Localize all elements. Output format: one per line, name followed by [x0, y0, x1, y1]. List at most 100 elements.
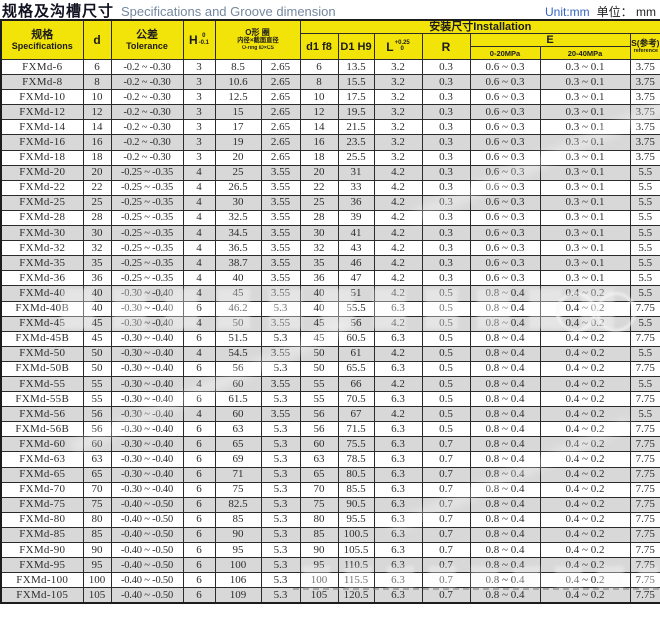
cell-e-20-40mpa: 0.3 ~ 0.1: [539, 179, 631, 196]
cell-tolerance: -0.30 ~ -0.40: [110, 300, 184, 317]
cell-s-ref: 7.75: [629, 436, 660, 453]
cell-oring-cs: 5.3: [260, 481, 301, 498]
cell-d: 95: [82, 557, 112, 574]
cell-R: 0.3: [421, 119, 471, 136]
table-row: FXMd-35 35 -0.25 ~ -0.35 4 38.7 3.55 35 46 4.2 0.…: [0, 255, 660, 272]
table-row: FXMd-75 75 -0.40 ~ -0.50 6 82.5 5.3 75 90.5 6.3 0…: [0, 496, 660, 513]
cell-d1-f8: 60: [299, 436, 339, 453]
table-row: FXMd-8 8 -0.2 ~ -0.30 3 10.6 2.65 8 15.5 3.2 0.3 0…: [0, 74, 660, 91]
cell-oring-id: 32.5: [214, 209, 262, 227]
cell-s-ref: 7.75: [629, 466, 660, 483]
cell-tolerance: -0.25 ~ -0.35: [110, 194, 184, 211]
cell-oring-id: 95: [214, 541, 262, 559]
cell-d1-f8: 36: [299, 270, 339, 287]
cell-oring-id: 54.5: [214, 345, 262, 362]
cell-oring-cs: 5.3: [260, 557, 301, 574]
cell-L: 4.2: [373, 255, 423, 272]
cell-R: 0.7: [421, 572, 471, 589]
cell-tolerance: -0.2 ~ -0.30: [110, 89, 184, 106]
cell-L: 3.2: [373, 134, 423, 151]
cell-tolerance: -0.40 ~ -0.50: [110, 541, 184, 559]
cell-R: 0.7: [421, 526, 471, 544]
cell-L: 4.2: [373, 345, 423, 362]
cell-e-0-20mpa: 0.6 ~ 0.3: [469, 194, 541, 211]
cell-spec: FXMd-35: [0, 255, 84, 272]
cell-R: 0.3: [421, 58, 471, 76]
cell-e-20-40mpa: 0.4 ~ 0.2: [539, 526, 631, 544]
cell-R: 0.7: [421, 511, 471, 528]
cell-s-ref: 5.5: [629, 164, 660, 181]
cell-oring-cs: 2.65: [260, 58, 301, 76]
cell-oring-cs: 3.55: [260, 375, 301, 393]
cell-e-20-40mpa: 0.4 ~ 0.2: [539, 496, 631, 513]
cell-h: 4: [182, 345, 216, 362]
cell-oring-cs: 5.3: [260, 436, 301, 453]
cell-h: 3: [182, 104, 216, 121]
cell-L: 6.3: [373, 572, 423, 589]
cell-oring-id: 30: [214, 194, 262, 211]
cell-oring-cs: 5.3: [260, 541, 301, 559]
cell-tolerance: -0.30 ~ -0.40: [110, 436, 184, 453]
cell-e-20-40mpa: 0.3 ~ 0.1: [539, 240, 631, 257]
cell-d1-f8: 100: [299, 572, 339, 589]
cell-d1-f8: 55: [299, 391, 339, 408]
cell-spec: FXMd-90: [0, 541, 84, 559]
cell-s-ref: 5.5: [629, 194, 660, 211]
table-row: FXMd-55 55 -0.30 ~ -0.40 4 60 3.55 55 66 4.2 0.5 0…: [0, 375, 660, 393]
table-row: FXMd-105 105 -0.40 ~ -0.50 6 109 5.3 105 120.5 6…: [0, 587, 660, 604]
cell-D1-H9: 105.5: [337, 541, 375, 559]
cell-e-20-40mpa: 0.4 ~ 0.2: [539, 360, 631, 377]
cell-e-20-40mpa: 0.4 ~ 0.2: [539, 541, 631, 559]
col-header-spec-en: Specifications: [11, 41, 73, 51]
cell-D1-H9: 31: [337, 164, 375, 181]
cell-e-0-20mpa: 0.6 ~ 0.3: [469, 255, 541, 272]
cell-oring-id: 63: [214, 421, 262, 438]
cell-s-ref: 7.75: [629, 481, 660, 498]
table-row: FXMd-30 30 -0.25 ~ -0.35 4 34.5 3.55 30 41 4.2 0.…: [0, 225, 660, 242]
cell-oring-id: 25: [214, 164, 262, 181]
cell-s-ref: 7.75: [629, 572, 660, 589]
cell-oring-id: 69: [214, 451, 262, 468]
cell-oring-id: 61.5: [214, 391, 262, 408]
cell-s-ref: 3.75: [629, 134, 660, 151]
cell-h: 6: [182, 496, 216, 513]
cell-spec: FXMd-55B: [0, 391, 84, 408]
cell-s-ref: 7.75: [629, 300, 660, 317]
cell-e-0-20mpa: 0.6 ~ 0.3: [469, 119, 541, 136]
cell-D1-H9: 51: [337, 285, 375, 302]
cell-R: 0.5: [421, 285, 471, 302]
cell-oring-cs: 3.55: [260, 209, 301, 227]
table-row: FXMd-95 95 -0.40 ~ -0.50 6 100 5.3 95 110.5 6.3 0…: [0, 557, 660, 574]
cell-h: 3: [182, 149, 216, 166]
cell-D1-H9: 65.5: [337, 360, 375, 377]
col-header-d1-f8: d1 f8: [299, 33, 339, 60]
cell-L: 4.2: [373, 315, 423, 332]
cell-L: 4.2: [373, 164, 423, 181]
cell-L: 6.3: [373, 481, 423, 498]
cell-h: 6: [182, 572, 216, 589]
cell-R: 0.3: [421, 179, 471, 196]
cell-s-ref: 7.75: [629, 496, 660, 513]
col-header-D1-H9: D1 H9: [337, 33, 375, 60]
cell-d: 40: [82, 285, 112, 302]
cell-h: 6: [182, 436, 216, 453]
cell-L: 6.3: [373, 421, 423, 438]
cell-s-ref: 7.75: [629, 511, 660, 528]
cell-s-ref: 7.75: [629, 421, 660, 438]
col-header-oring: O形 圈 内径×截面直径 O-ring ID×CS: [214, 19, 301, 60]
cell-d1-f8: 18: [299, 149, 339, 166]
cell-s-ref: 5.5: [629, 255, 660, 272]
cell-e-0-20mpa: 0.6 ~ 0.3: [469, 270, 541, 287]
cell-oring-id: 17: [214, 119, 262, 136]
cell-d1-f8: 32: [299, 240, 339, 257]
cell-L: 4.2: [373, 209, 423, 227]
cell-e-20-40mpa: 0.4 ~ 0.2: [539, 572, 631, 589]
table-row: FXMd-16 16 -0.2 ~ -0.30 3 19 2.65 16 23.5 3.2 0.3…: [0, 134, 660, 151]
cell-D1-H9: 41: [337, 225, 375, 242]
cell-oring-cs: 5.3: [260, 391, 301, 408]
cell-L: 4.2: [373, 179, 423, 196]
cell-D1-H9: 75.5: [337, 436, 375, 453]
cell-e-0-20mpa: 0.6 ~ 0.3: [469, 164, 541, 181]
cell-d: 80: [82, 511, 112, 528]
cell-oring-id: 12.5: [214, 89, 262, 106]
